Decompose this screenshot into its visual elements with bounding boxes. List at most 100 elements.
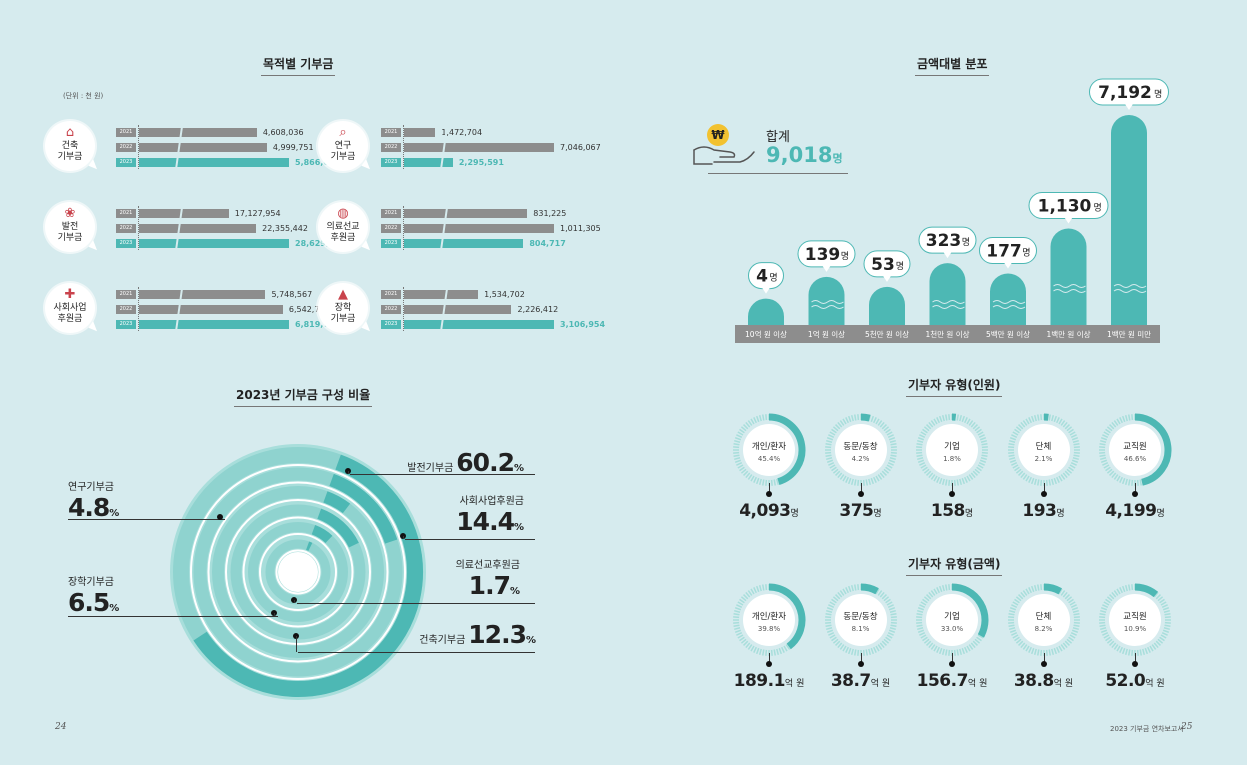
donut-tick bbox=[917, 459, 925, 464]
donut-tick bbox=[1064, 470, 1070, 476]
donut-tick bbox=[1008, 457, 1015, 461]
donut-tick bbox=[1119, 587, 1124, 594]
donut-tick bbox=[941, 585, 945, 592]
giving-hand-icon bbox=[693, 146, 755, 165]
donut-tick bbox=[827, 434, 834, 439]
donut-tick bbox=[1121, 415, 1126, 423]
donut-tick bbox=[1099, 454, 1106, 457]
donut-tick bbox=[874, 588, 880, 595]
donut-0: 개인/환자 39.8% bbox=[732, 583, 806, 657]
donut-tick bbox=[1067, 428, 1074, 434]
amount-category-label: 1백만 원 미만 bbox=[1107, 329, 1151, 339]
donut-tick bbox=[1124, 478, 1128, 485]
amount-value-bubble: 139 명 bbox=[797, 240, 856, 272]
donut-tick bbox=[1099, 616, 1106, 619]
donut-pct: 46.6% bbox=[1123, 455, 1147, 463]
donut-tick bbox=[733, 624, 740, 627]
pillar-shape bbox=[929, 263, 966, 325]
donut-tick bbox=[981, 451, 988, 454]
donut-tick bbox=[853, 479, 857, 486]
donut-tick bbox=[828, 601, 835, 606]
donut-tick bbox=[1010, 631, 1017, 636]
donut-stem bbox=[860, 483, 862, 493]
purpose-title: 목적별 기부금 bbox=[260, 57, 336, 76]
donut-tick bbox=[778, 647, 783, 655]
bubble-tail bbox=[1125, 104, 1133, 110]
donut-tick bbox=[832, 596, 839, 602]
donut-pct: 45.4% bbox=[757, 455, 781, 463]
donut-dot bbox=[1040, 491, 1047, 497]
donut-stem bbox=[1135, 483, 1136, 493]
donut-tick bbox=[889, 443, 897, 446]
donut-tick bbox=[1151, 644, 1157, 650]
donut-tick bbox=[972, 470, 978, 476]
donut-tick bbox=[836, 642, 842, 649]
pillar-shape bbox=[1111, 115, 1147, 325]
ring-center bbox=[278, 552, 318, 592]
donut-tick bbox=[737, 431, 744, 436]
donut-svg bbox=[916, 413, 988, 486]
bar-2022 bbox=[404, 305, 512, 314]
donut-tick bbox=[856, 414, 859, 421]
leader-dot bbox=[217, 514, 223, 520]
donut-tick bbox=[974, 426, 981, 432]
donut-svg bbox=[824, 413, 897, 486]
total-unit: 명 bbox=[832, 152, 843, 165]
ratio-label-4: 연구기부금 4.8% bbox=[68, 478, 119, 522]
donut-tick bbox=[1062, 642, 1068, 649]
donut-tick bbox=[1099, 443, 1106, 446]
donut-tick bbox=[1105, 636, 1111, 642]
donut-type: 동문/동창 bbox=[843, 442, 878, 452]
donut-tick bbox=[1010, 604, 1017, 609]
donut-tick bbox=[1033, 585, 1037, 592]
donut-tick bbox=[1155, 640, 1161, 646]
donut-tick bbox=[1072, 443, 1080, 446]
donut-dot bbox=[1040, 661, 1047, 667]
donut-tick bbox=[1164, 621, 1171, 624]
donut-tick bbox=[828, 431, 835, 436]
donut-type: 단체 bbox=[1035, 442, 1052, 452]
donut-tick bbox=[836, 421, 842, 428]
left-page-number: 24 bbox=[55, 722, 67, 732]
donut-tick bbox=[890, 451, 897, 454]
ratio-value-wrap: 14.4% bbox=[456, 507, 524, 536]
donut-tick bbox=[828, 634, 835, 639]
donut-tick bbox=[1007, 443, 1015, 446]
donut-tick bbox=[864, 649, 868, 656]
donut-tick bbox=[956, 649, 959, 656]
bubble-tail bbox=[1064, 217, 1073, 224]
donut-tick bbox=[879, 421, 885, 428]
donut-tick bbox=[926, 424, 932, 430]
purpose-bubble-0: ⌂ 건축 기부금 bbox=[45, 121, 95, 171]
donut-tick bbox=[922, 636, 928, 642]
donut-tick bbox=[1111, 642, 1117, 649]
donut-dot bbox=[1132, 661, 1138, 667]
donut-tick bbox=[930, 590, 936, 596]
donut-tick bbox=[830, 466, 837, 472]
donut-value-group: 38.8억 원 bbox=[984, 671, 1104, 691]
amount-pillar-1 bbox=[808, 276, 845, 325]
year-label: 2021 bbox=[381, 290, 401, 299]
donut-tick bbox=[877, 590, 882, 596]
donut-tick bbox=[1164, 613, 1171, 616]
donut-tick bbox=[870, 415, 874, 423]
donut-tick bbox=[1128, 584, 1131, 591]
donut-tick bbox=[758, 585, 762, 592]
donut-tick bbox=[834, 470, 840, 476]
donut-tick bbox=[1050, 648, 1054, 655]
donut-tick bbox=[963, 417, 968, 424]
donut-tick bbox=[923, 426, 930, 432]
donut-tick bbox=[920, 464, 927, 469]
ring-arc-발전기부금 bbox=[193, 454, 423, 697]
ratio-value: 1.7 bbox=[468, 571, 511, 600]
purpose-bubble-5: ▲ 장학 기부금 bbox=[318, 283, 368, 333]
graduation-cap-icon: ▲ bbox=[338, 287, 348, 302]
donut-value-group: 193명 bbox=[984, 501, 1104, 521]
donut-tick bbox=[922, 598, 928, 604]
bar-2023 bbox=[139, 158, 289, 167]
bar-2022 bbox=[139, 224, 257, 233]
donut-tick bbox=[1070, 631, 1077, 636]
donut-tick bbox=[1100, 627, 1107, 631]
donut-tick bbox=[1062, 591, 1068, 598]
donut-tick bbox=[889, 624, 897, 627]
